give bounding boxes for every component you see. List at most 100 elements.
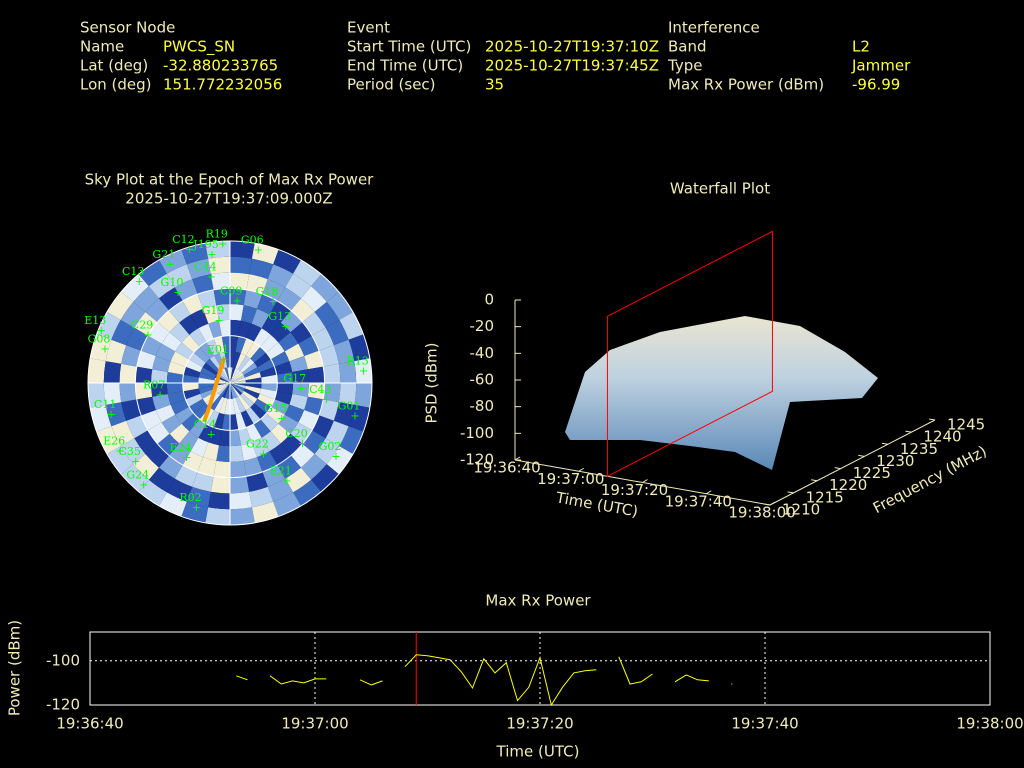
heat-cell [219, 429, 230, 447]
satellite-marker: + [116, 445, 125, 458]
satellite-marker: + [214, 314, 223, 327]
heat-cell [251, 437, 270, 458]
heat-cell [227, 367, 230, 383]
heat-cell [230, 383, 241, 397]
heat-cell [271, 351, 290, 367]
chart-title: Sky Plot at the Epoch of Max Rx Power [85, 171, 375, 189]
heat-cell [257, 359, 275, 373]
heat-cell [157, 310, 180, 333]
heat-cell [257, 393, 275, 407]
heat-cell [304, 396, 324, 416]
heat-cell [230, 445, 244, 462]
satellite-marker: + [139, 479, 148, 492]
heat-cell [111, 319, 135, 346]
heat-cell [266, 342, 285, 360]
heat-cell [251, 308, 270, 329]
heat-cell [175, 342, 194, 360]
heat-cell [206, 338, 220, 356]
heat-cell [243, 289, 263, 309]
heat-cell [126, 415, 148, 439]
heat-cell [185, 359, 203, 373]
heat-cell [121, 345, 141, 367]
heat-cell [161, 414, 182, 434]
y-tick [834, 467, 841, 470]
heat-cell [348, 334, 370, 362]
field-value: 35 [485, 76, 504, 94]
satellite-marker: + [173, 286, 182, 299]
heat-cell [354, 358, 372, 383]
heat-cell [224, 351, 230, 368]
satellite-label: C13 [122, 265, 144, 278]
heat-cell [189, 352, 206, 368]
heat-cell [159, 249, 187, 274]
heat-cell [311, 274, 339, 302]
heat-cell [182, 451, 203, 472]
satellite-marker: + [207, 428, 216, 441]
heat-cell [277, 455, 301, 479]
satellite-marker: + [277, 412, 286, 425]
heat-cell [290, 443, 315, 468]
field-label: Period (sec) [347, 76, 436, 94]
satellite-label: G08 [88, 333, 111, 346]
heat-cell [292, 383, 309, 397]
satellite-label: E01 [207, 343, 229, 356]
heat-cell [325, 420, 349, 447]
heat-cell [259, 366, 277, 378]
y-tick-label: 1225 [853, 464, 891, 482]
heat-cell [197, 457, 217, 477]
z-tick-label: -120 [460, 451, 494, 469]
heat-cell [189, 398, 206, 414]
satellite-marker: + [254, 243, 263, 256]
heat-cell [221, 335, 230, 352]
satellite-label: E21 [270, 464, 292, 477]
heat-cell [190, 308, 209, 329]
y-tick-label: 1220 [829, 476, 867, 494]
heat-cell [267, 264, 294, 288]
x-tick-label: 19:37:00 [281, 715, 348, 733]
section-title: Event [347, 19, 390, 37]
heat-cell [319, 399, 339, 421]
heat-cell [198, 385, 216, 394]
heat-cell [230, 398, 236, 415]
field-label: End Time (UTC) [347, 57, 463, 75]
satellite-marker: + [218, 237, 227, 250]
satellite-marker: + [282, 474, 291, 487]
heat-cell [166, 372, 184, 383]
heat-cell [270, 322, 291, 343]
heat-cell [197, 289, 217, 309]
heat-cell [138, 260, 167, 287]
heat-cell [289, 356, 308, 372]
heat-cell [148, 467, 175, 493]
heat-cell [261, 383, 278, 392]
field-value: PWCS_SN [163, 38, 235, 57]
heat-cell [88, 358, 106, 383]
heat-cell [159, 492, 187, 517]
heat-cell [157, 433, 180, 456]
satellite-label: C11 [94, 398, 116, 411]
chart-title: Max Rx Power [485, 592, 591, 610]
z-tick-label: -100 [460, 424, 494, 442]
heat-cell [333, 339, 355, 364]
heat-cell [326, 446, 353, 475]
heat-cell [319, 345, 339, 367]
y-tick [858, 454, 865, 457]
heat-cell [193, 346, 210, 363]
x-tick [705, 490, 712, 495]
heat-cell [240, 358, 255, 373]
heat-cell [235, 412, 247, 430]
x-tick [642, 479, 648, 483]
heat-cell [298, 335, 319, 356]
heat-cell [267, 478, 294, 502]
satellite-marker: + [331, 450, 340, 463]
heat-cell [193, 403, 210, 420]
heat-cell [111, 420, 135, 447]
heat-cell [107, 446, 134, 475]
heat-cell [323, 363, 341, 383]
heat-cell [254, 398, 271, 414]
heat-cell [170, 351, 189, 367]
heat-cell [230, 375, 245, 383]
heat-cell [182, 383, 199, 392]
heat-cell [179, 314, 199, 335]
satellite-label: G17 [283, 372, 306, 385]
x-tick-label: 19:37:40 [731, 715, 798, 733]
